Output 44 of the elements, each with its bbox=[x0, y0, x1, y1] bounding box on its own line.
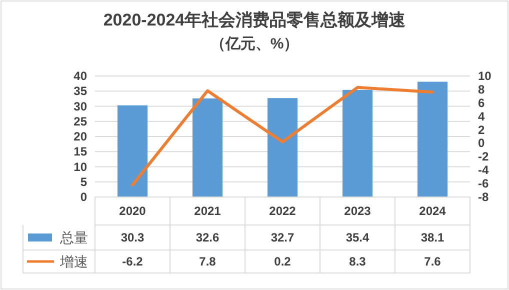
y2-tick-label: 2 bbox=[478, 122, 485, 137]
data-label: 30.3 bbox=[120, 230, 144, 244]
bar bbox=[342, 90, 372, 197]
y2-tick-label: 0 bbox=[478, 136, 485, 150]
y-tick-label: 10 bbox=[74, 160, 88, 174]
y-tick-label: 30 bbox=[74, 99, 88, 114]
x-tick-label: 2021 bbox=[194, 204, 222, 218]
bar bbox=[418, 82, 448, 197]
y-tick-label: 20 bbox=[74, 130, 88, 144]
bar bbox=[192, 98, 222, 197]
y2-tick-label: -6 bbox=[478, 176, 489, 191]
x-tick-label: 2022 bbox=[269, 204, 296, 218]
y2-tick-label: 8 bbox=[478, 82, 485, 96]
y2-tick-label: -2 bbox=[478, 150, 489, 164]
chart-title: 2020-2024年社会消费品零售总额及增速 bbox=[103, 10, 406, 30]
y2-tick-label: 4 bbox=[478, 109, 485, 124]
data-label: 8.3 bbox=[349, 254, 366, 268]
y-tick-label: 25 bbox=[74, 114, 88, 128]
line-series bbox=[131, 86, 434, 186]
data-label: 32.6 bbox=[196, 230, 220, 244]
legend-label: 总量 bbox=[59, 230, 88, 246]
data-label: 7.6 bbox=[424, 254, 442, 268]
x-tick-label: 2020 bbox=[119, 204, 146, 218]
data-label: 7.8 bbox=[199, 254, 216, 268]
y-tick-label: 5 bbox=[80, 174, 88, 189]
y2-tick-label: -8 bbox=[478, 190, 489, 204]
data-label: 0.2 bbox=[274, 254, 292, 268]
y2-tick-label: 10 bbox=[478, 69, 492, 83]
y2-tick-label: 6 bbox=[478, 96, 485, 110]
data-label: 32.7 bbox=[270, 230, 294, 244]
x-tick-label: 2024 bbox=[419, 204, 446, 218]
y-tick-label: 35 bbox=[74, 84, 88, 98]
y-tick-label: 15 bbox=[74, 144, 88, 159]
data-label: -6.2 bbox=[122, 254, 144, 268]
x-tick-label: 2023 bbox=[344, 204, 372, 218]
chart-subtitle: （亿元、%） bbox=[210, 36, 299, 52]
y2-tick-label: -4 bbox=[478, 163, 489, 178]
bar bbox=[118, 105, 148, 197]
y-tick-label: 40 bbox=[74, 69, 88, 83]
bar bbox=[268, 98, 298, 197]
data-label: 35.4 bbox=[346, 230, 370, 244]
y-tick-label: 0 bbox=[80, 190, 88, 204]
data-label: 38.1 bbox=[420, 230, 444, 244]
legend-label: 增速 bbox=[59, 254, 88, 270]
